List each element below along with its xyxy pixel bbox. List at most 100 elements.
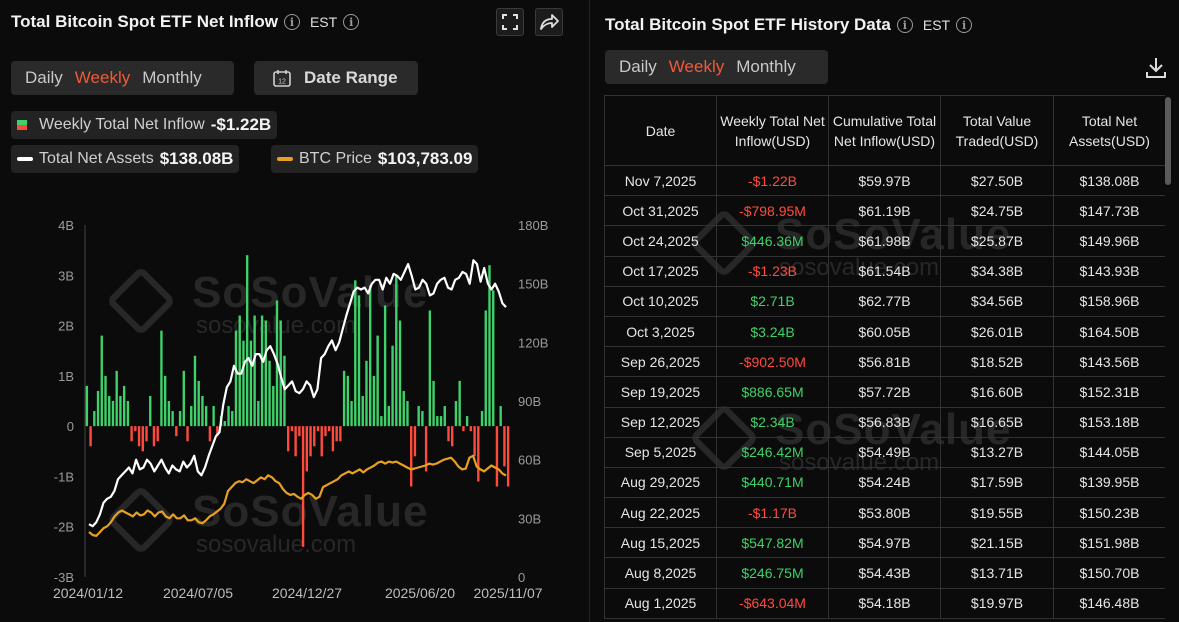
timezone-info-icon[interactable]: i [343,14,360,30]
cell-assets: $149.96B [1053,225,1165,257]
date-range-button[interactable]: 12 Date Range [254,61,418,95]
col-header-weekly-inflow[interactable]: Weekly Total Net Inflow(USD) [716,95,829,166]
inflow-bar [294,426,297,457]
table-body: Nov 7,2025 -$1.22B $59.97B $27.50B $138.08B O… [604,164,1165,619]
cell-date: Sep 26,2025 [604,346,717,378]
history-info-icon[interactable]: i [896,17,913,33]
legend-assets[interactable]: Total Net Assets $138.08B [11,145,240,173]
inflow-bar [193,355,197,427]
cell-date: Sep 5,2025 [604,436,717,468]
net-inflow-chart[interactable]: 4B 3B 2B 1B 0 -1B -2B -3B 180B 150B 120B 90B 60B 30B 0… [0,205,580,615]
tab-weekly[interactable]: Weekly [74,68,131,87]
inflow-bar [428,310,432,427]
table-row[interactable]: Sep 5,2025 $246.42M $54.49B $13.27B $144.05B [604,436,1165,468]
y-right-tick-label: 60B [518,453,541,468]
panel-divider [589,0,590,622]
table-row[interactable]: Oct 17,2025 -$1.23B $61.54B $34.38B $143.93B [604,255,1165,287]
download-icon[interactable] [1143,55,1169,81]
share-button[interactable] [535,8,563,36]
tab-daily[interactable]: Daily [25,68,63,87]
history-timezone-label: EST [922,17,951,33]
inflow-bar [208,426,212,442]
legend-btc[interactable]: BTC Price $103,783.09 [271,145,479,173]
inflow-bar [197,380,200,427]
cell-traded: $25.87B [940,225,1054,257]
cell-date: Oct 17,2025 [604,255,717,287]
table-row[interactable]: Oct 31,2025 -$798.95M $61.19B $24.75B $147.7… [604,195,1165,227]
table-row[interactable]: Aug 15,2025 $547.82M $54.97B $21.15B $151.98… [604,527,1165,559]
cell-inflow: -$1.17B [716,497,829,529]
table-row[interactable]: Sep 19,2025 $886.65M $57.72B $16.60B $152.31… [604,376,1165,408]
col-header-value-traded[interactable]: Total Value Traded(USD) [940,95,1054,166]
inflow-bar [331,426,335,452]
history-tab-daily[interactable]: Daily [619,57,657,76]
cell-date: Aug 22,2025 [604,497,717,529]
cell-inflow: $547.82M [716,527,829,559]
col-header-cumulative-inflow[interactable]: Cumulative Total Net Inflow(USD) [828,95,941,166]
inflow-bar [410,426,413,487]
table-row[interactable]: Aug 8,2025 $246.75M $54.43B $13.71B $150.70B [604,557,1165,589]
table-row[interactable]: Aug 22,2025 -$1.17B $53.80B $19.55B $150.23B [604,497,1165,529]
y-right-tick-label: 150B [518,277,548,292]
inflow-bar [286,426,290,452]
y-right-tick-label: 180B [518,218,548,233]
history-table-container[interactable]: Date Weekly Total Net Inflow(USD) Cumula… [604,95,1165,622]
table-row[interactable]: Aug 1,2025 -$643.04M $54.18B $19.97B $146.48… [604,587,1165,619]
inflow-bar [268,360,271,427]
tab-monthly[interactable]: Monthly [142,68,202,87]
inflow-bar [473,426,476,457]
cell-assets: $144.05B [1053,436,1165,468]
history-tab-weekly[interactable]: Weekly [668,57,725,76]
cell-date: Nov 7,2025 [604,164,717,197]
inflow-bar [190,406,193,427]
date-range-label: Date Range [304,68,398,87]
cell-traded: $34.56B [940,285,1054,317]
svg-text:12: 12 [278,79,286,86]
cell-assets: $152.31B [1053,376,1165,408]
right-title-row: Total Bitcoin Spot ETF History Data i ES… [605,13,973,37]
table-row[interactable]: Oct 24,2025 $446.36M $61.98B $25.87B $149.96… [604,225,1165,257]
legend-btc-label: BTC Price [299,150,372,167]
table-row[interactable]: Oct 10,2025 $2.71B $62.77B $34.56B $158.96B [604,285,1165,317]
left-title-row: Total Bitcoin Spot ETF Net Inflow i EST … [11,10,360,34]
table-row[interactable]: Nov 7,2025 -$1.22B $59.97B $27.50B $138.08B [604,164,1165,197]
inflow-bar [231,411,234,427]
history-tab-monthly[interactable]: Monthly [736,57,796,76]
cell-cum: $54.18B [828,587,941,619]
col-header-date[interactable]: Date [604,95,717,166]
table-row[interactable]: Sep 26,2025 -$902.50M $56.81B $18.52B $143.5… [604,346,1165,378]
cell-inflow: -$1.22B [716,164,829,197]
inflow-bar [298,426,301,437]
cell-date: Oct 10,2025 [604,285,717,317]
inflow-bar [451,426,454,447]
inflow-bar [439,416,443,427]
y-left-tick-label: 4B [58,218,74,233]
cell-inflow: $246.75M [716,557,829,589]
cell-inflow: $2.34B [716,406,829,438]
inflow-bar [227,406,230,427]
inflow-bar [175,426,178,437]
history-timezone-info-icon[interactable]: i [956,17,973,33]
table-row[interactable]: Aug 29,2025 $440.71M $54.24B $17.59B $139.95… [604,466,1165,499]
cell-traded: $16.60B [940,376,1054,408]
info-icon[interactable]: i [283,14,300,30]
share-icon [540,14,559,30]
inflow-bar [201,395,204,427]
table-scrollbar[interactable] [1165,97,1171,185]
fullscreen-button[interactable] [496,8,524,36]
legend-inflow[interactable]: Weekly Total Net Inflow -$1.22B [11,111,278,139]
inflow-bar [316,426,320,432]
table-row[interactable]: Oct 3,2025 $3.24B $60.05B $26.01B $164.50B [604,315,1165,348]
inflow-bar [454,401,458,427]
cell-date: Aug 29,2025 [604,466,717,499]
cell-assets: $153.18B [1053,406,1165,438]
inflow-bar [387,406,391,427]
x-tick-label: 2025/11/07 [473,585,542,601]
cell-traded: $27.50B [940,164,1054,197]
table-row[interactable]: Sep 12,2025 $2.34B $56.83B $16.65B $153.18B [604,406,1165,438]
cell-cum: $61.54B [828,255,941,287]
inflow-bar [361,395,364,427]
cell-assets: $146.48B [1053,587,1165,619]
history-data-panel: Total Bitcoin Spot ETF History Data i ES… [593,0,1179,622]
col-header-net-assets[interactable]: Total Net Assets(USD) [1053,95,1165,166]
